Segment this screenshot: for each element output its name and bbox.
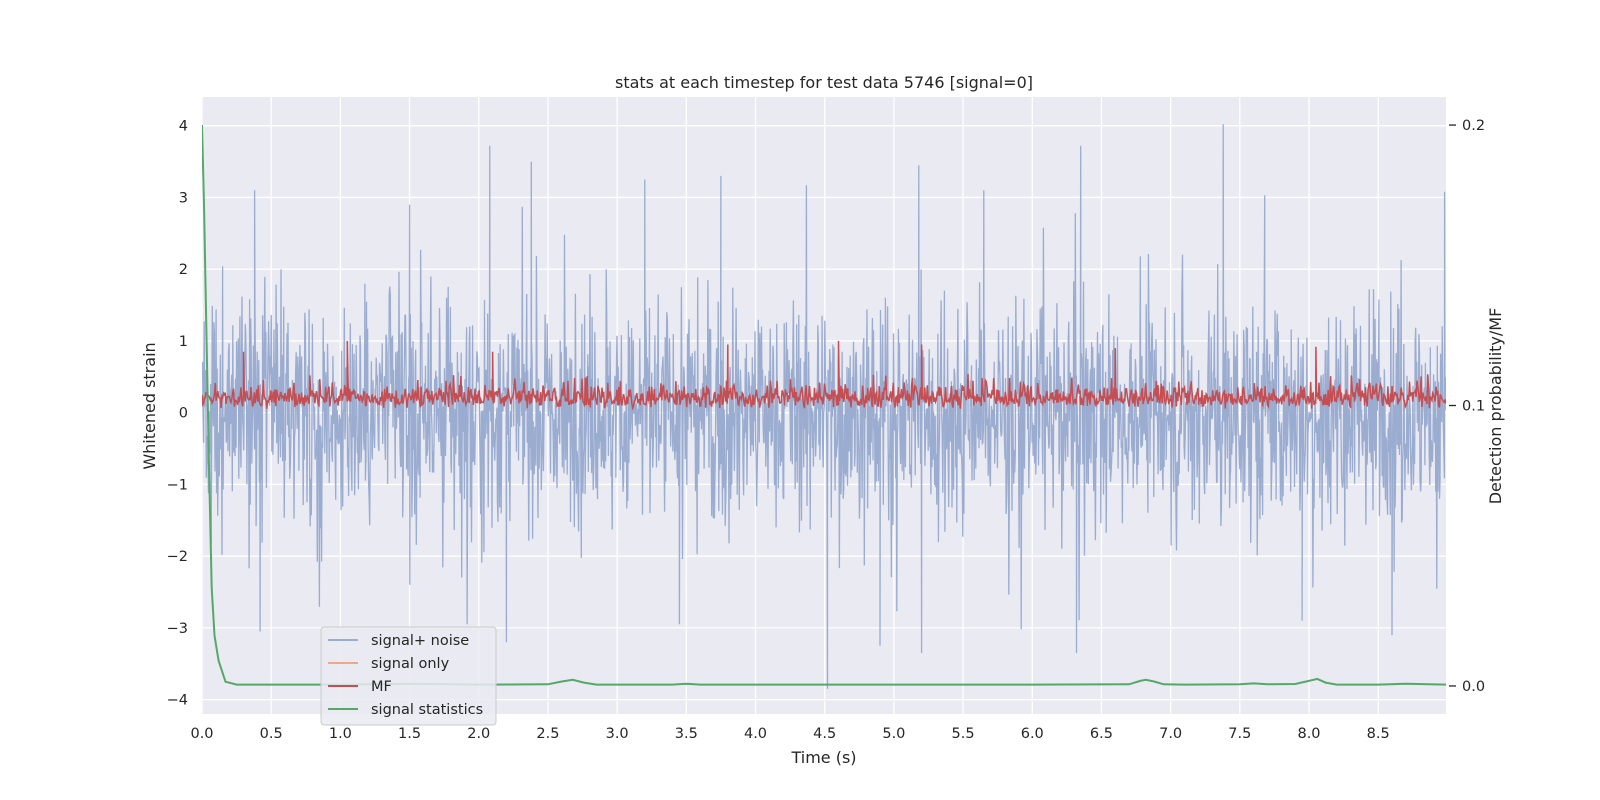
y-tick-label: −3 [167,621,188,637]
y-tick-label: −1 [167,477,188,493]
x-tick-label: 2.0 [467,726,490,742]
x-tick-label: 7.0 [1159,726,1182,742]
x-tick-label: 6.0 [1021,726,1044,742]
x-tick-label: 7.5 [1228,726,1251,742]
legend-label-signal-statistics: signal statistics [371,702,483,718]
legend-box [320,626,497,726]
legend-item-mf: MF [328,679,392,695]
x-tick-label: 8.0 [1297,726,1320,742]
legend-item-signal-only: signal only [328,656,450,672]
series-signal-plus-noise-line [202,124,1446,689]
x-tick-label: 3.0 [606,726,629,742]
x-tick-label: 2.5 [536,726,559,742]
right-y-tick-label: 0.1 [1462,399,1485,415]
x-tick-label: 8.5 [1367,726,1390,742]
x-tick-label: 0.5 [260,726,283,742]
right-y-axis-title: Detection probability/MF [1486,308,1505,505]
x-tick-label: 5.5 [952,726,975,742]
y-tick-label: 4 [179,119,188,135]
x-tick-label: 1.5 [398,726,421,742]
legend-label-signal-only: signal only [371,656,450,672]
y-tick-label: −2 [167,549,188,565]
chart-title: stats at each timestep for test data 574… [615,73,1033,92]
legend: signal+ noise signal only MF signal stat… [320,626,497,726]
y-tick-label: 1 [179,334,188,350]
series-signal-statistics-line [202,124,1446,686]
x-tick-label: 6.5 [1090,726,1113,742]
x-tick-label: 4.0 [744,726,767,742]
y-tick-label: 0 [179,406,188,422]
x-axis-title: Time (s) [790,748,856,767]
right-y-tick-label: 0.0 [1462,679,1485,695]
y-axis-title: Whitened strain [140,342,159,469]
legend-label-signal-plus-noise: signal+ noise [371,633,469,649]
legend-item-signal-plus-noise: signal+ noise [328,633,469,649]
y-tick-label: 3 [179,190,188,206]
x-tick-label: 1.0 [329,726,352,742]
y-tick-label: −4 [167,693,188,709]
x-tick-label: 0.0 [190,726,213,742]
right-y-axis-ticks: 0.2 0.1 0.0 [1449,118,1485,695]
y-axis-ticks: 4 3 2 1 0 −1 −2 −3 −4 [167,119,188,709]
legend-item-signal-statistics: signal statistics [328,702,483,718]
right-y-tick-label: 0.2 [1462,118,1485,134]
legend-label-mf: MF [371,679,392,695]
y-tick-label: 2 [179,262,188,278]
x-tick-label: 4.5 [813,726,836,742]
x-tick-label: 3.5 [675,726,698,742]
series-mf-line [202,340,1446,411]
x-tick-label: 5.0 [882,726,905,742]
x-axis-ticks: 0.0 0.5 1.0 1.5 2.0 2.5 3.0 3.5 4.0 4.5 5.0 5.5 6.0 6… [190,726,1389,742]
